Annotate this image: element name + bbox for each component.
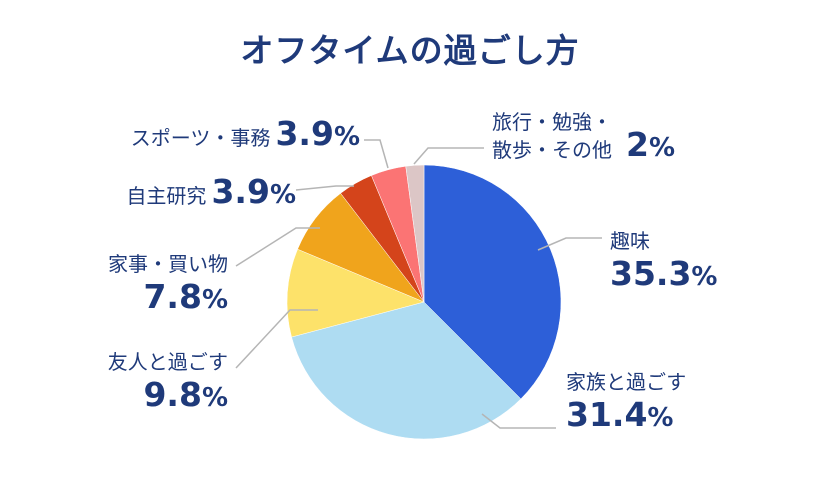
label-hobby-value: 35.3% (610, 254, 717, 293)
chart-title: オフタイムの過ごし方 (240, 31, 580, 70)
leader-line-chores (235, 227, 320, 267)
label-family-unit: % (647, 403, 674, 433)
label-other-value: 2% (626, 125, 675, 164)
leader-line-research (295, 185, 354, 191)
label-friends: 友人と過ごす 9.8% (108, 346, 228, 414)
label-sports-unit: % (333, 122, 360, 152)
label-family-num: 31.4 (566, 395, 648, 434)
label-research: 自主研究 3.9% (126, 172, 296, 211)
label-hobby-unit: % (691, 262, 718, 292)
label-sports-num: 3.9 (275, 114, 334, 153)
pie-slice-family (291, 301, 522, 440)
label-hobby-num: 35.3 (610, 254, 692, 293)
label-other-unit: % (648, 133, 676, 163)
leader-line-hobby (537, 237, 602, 251)
label-chores-unit: % (201, 285, 228, 315)
label-family: 家族と過ごす 31.4% (566, 366, 686, 434)
leader-line-sports (364, 139, 389, 169)
label-family-value: 31.4% (566, 395, 686, 434)
label-friends-num: 9.8 (143, 375, 202, 414)
label-hobby-name: 趣味 (610, 229, 650, 253)
label-chores-value: 7.8% (108, 277, 228, 316)
label-chores-name: 家事・買い物 (108, 252, 228, 276)
label-sports-name: スポーツ・事務 (130, 126, 271, 150)
label-chores-num: 7.8 (143, 277, 202, 316)
pie-slice-hobby (423, 164, 562, 400)
leader-line-friends (235, 309, 318, 369)
label-sports-value: 3.9% (275, 114, 360, 153)
label-friends-name: 友人と過ごす (107, 350, 228, 374)
label-sports: スポーツ・事務 3.9% (131, 114, 360, 153)
pie-slice-other (405, 164, 425, 303)
label-friends-value: 9.8% (108, 375, 228, 414)
label-hobby: 趣味 35.3% (610, 225, 717, 293)
label-research-num: 3.9 (211, 172, 270, 211)
label-other-name: 旅行・勉強・散歩・その他 (492, 110, 612, 162)
label-research-value: 3.9% (211, 172, 296, 211)
label-friends-unit: % (201, 383, 228, 413)
label-research-name: 自主研究 (126, 184, 207, 208)
label-other-num: 2 (626, 125, 649, 164)
label-research-unit: % (269, 180, 296, 210)
pie-slice-friends (286, 248, 425, 338)
label-family-name: 家族と過ごす (566, 370, 687, 394)
label-chores: 家事・買い物 7.8% (108, 248, 228, 316)
label-other: 旅行・勉強・散歩・その他 2% (492, 108, 675, 164)
leader-line-family (481, 413, 556, 429)
leader-line-other (413, 147, 484, 165)
